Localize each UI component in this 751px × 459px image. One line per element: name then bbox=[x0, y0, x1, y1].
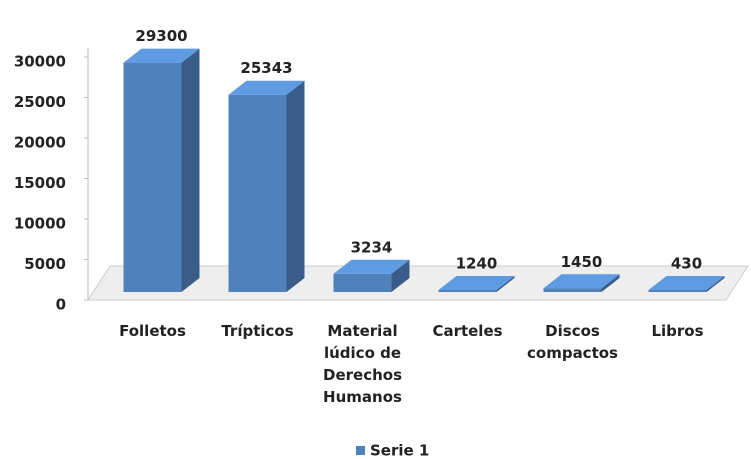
data-label: 1240 bbox=[456, 254, 498, 272]
data-label: 430 bbox=[671, 255, 702, 273]
bar-front bbox=[228, 94, 287, 292]
bar-top bbox=[123, 48, 200, 63]
x-tick-label: Libros bbox=[651, 322, 703, 340]
bar-side bbox=[286, 80, 305, 292]
x-tick-label: Material lúdico de Derechos Humanos bbox=[323, 322, 402, 406]
y-tick-label: 5000 bbox=[24, 255, 66, 273]
bar-top bbox=[648, 276, 725, 290]
bar-side bbox=[391, 259, 410, 292]
bar-front bbox=[543, 288, 602, 292]
data-label: 1450 bbox=[561, 253, 603, 271]
bar-top bbox=[333, 259, 410, 274]
bar-top bbox=[228, 80, 305, 95]
y-tick-label: 25000 bbox=[14, 93, 66, 111]
data-label: 29300 bbox=[135, 27, 187, 45]
bar-side bbox=[181, 48, 200, 292]
legend-label: Serie 1 bbox=[370, 442, 429, 459]
bar-front bbox=[438, 289, 497, 292]
y-tick-label: 0 bbox=[56, 296, 66, 314]
x-tick-label: Trípticos bbox=[221, 322, 293, 340]
bar-side bbox=[706, 276, 725, 292]
bar-front bbox=[123, 62, 182, 292]
bar-side bbox=[601, 274, 620, 292]
x-tick-label: Discos compactos bbox=[527, 322, 618, 362]
bar-front bbox=[648, 290, 707, 292]
x-tick-label: Carteles bbox=[432, 322, 502, 340]
y-tick-label: 15000 bbox=[14, 174, 66, 192]
legend-swatch bbox=[356, 446, 365, 455]
data-label: 25343 bbox=[240, 59, 292, 77]
data-label: 3234 bbox=[351, 238, 393, 256]
bar-side bbox=[496, 275, 515, 292]
y-tick-label: 10000 bbox=[14, 215, 66, 233]
x-tick-label: Folletos bbox=[119, 322, 186, 340]
bar-top bbox=[438, 275, 515, 290]
bar-front bbox=[333, 273, 392, 292]
y-tick-label: 30000 bbox=[14, 53, 66, 71]
y-tick-label: 20000 bbox=[14, 134, 66, 152]
bar-top bbox=[543, 274, 620, 289]
